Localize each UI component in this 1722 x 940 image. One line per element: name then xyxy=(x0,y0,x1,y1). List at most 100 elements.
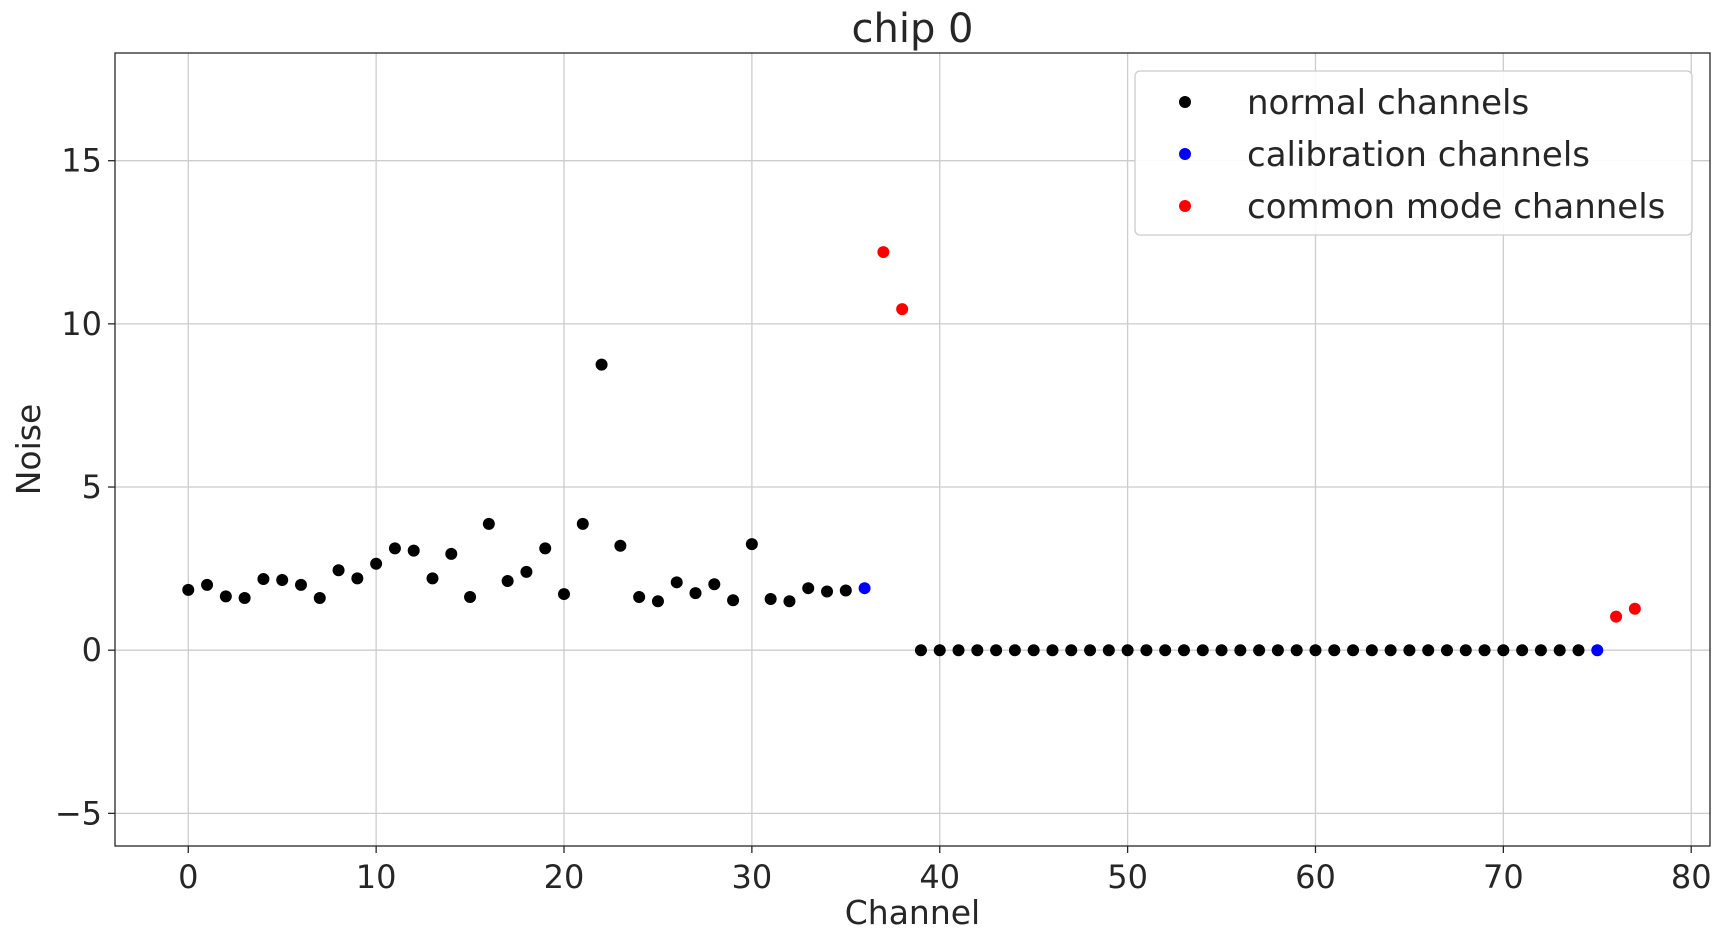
data-point xyxy=(1234,644,1247,657)
data-point xyxy=(1196,644,1209,657)
data-point xyxy=(651,595,664,608)
x-tick-label: 70 xyxy=(1483,858,1524,896)
x-tick-label: 30 xyxy=(732,858,773,896)
data-point xyxy=(1628,602,1641,615)
data-point xyxy=(1365,644,1378,657)
data-point xyxy=(1440,644,1453,657)
data-point xyxy=(201,578,214,591)
data-point xyxy=(1572,644,1585,657)
legend: normal channels calibration channels commo… xyxy=(1134,70,1693,236)
axis-ticks: 0 10 20 30 40 50 60 70 80 −5 0 5 10 15 xyxy=(55,142,1712,896)
data-point xyxy=(1271,644,1284,657)
data-point xyxy=(407,544,420,557)
data-point xyxy=(595,358,608,371)
data-point xyxy=(1610,610,1623,623)
data-point xyxy=(351,572,364,585)
data-point xyxy=(1177,644,1190,657)
data-point xyxy=(1008,644,1021,657)
data-point xyxy=(914,644,927,657)
data-point xyxy=(614,539,627,552)
data-point xyxy=(821,585,834,598)
data-point xyxy=(1159,644,1172,657)
data-point xyxy=(802,582,815,595)
data-point xyxy=(1215,644,1228,657)
data-point xyxy=(1121,644,1134,657)
data-point xyxy=(877,246,890,259)
data-point xyxy=(933,644,946,657)
data-point xyxy=(482,517,495,530)
data-point xyxy=(576,517,589,530)
series-normal-channels xyxy=(182,358,1585,657)
data-point xyxy=(370,557,383,570)
data-point xyxy=(276,574,289,587)
data-point xyxy=(990,644,1003,657)
data-point xyxy=(689,587,702,600)
plot-area xyxy=(114,52,1711,847)
legend-label: common mode channels xyxy=(1247,187,1665,227)
y-tick-label: 10 xyxy=(61,305,102,343)
data-point xyxy=(783,595,796,608)
x-tick-label: 20 xyxy=(544,858,585,896)
data-point xyxy=(633,591,646,604)
legend-label: normal channels xyxy=(1247,83,1529,123)
y-tick-label: 15 xyxy=(61,142,102,180)
data-point xyxy=(1497,644,1510,657)
data-point xyxy=(1253,644,1266,657)
data-point xyxy=(1046,644,1059,657)
data-point xyxy=(1403,644,1416,657)
data-point xyxy=(558,588,571,601)
data-point xyxy=(257,573,270,586)
x-tick-label: 80 xyxy=(1671,858,1712,896)
legend-entry: common mode channels xyxy=(1179,187,1665,227)
data-point xyxy=(839,584,852,597)
data-point xyxy=(182,583,195,596)
data-point xyxy=(1553,644,1566,657)
data-point xyxy=(539,542,552,555)
data-point xyxy=(1347,644,1360,657)
data-point xyxy=(313,591,326,604)
data-point xyxy=(219,590,232,603)
x-tick-label: 10 xyxy=(356,858,397,896)
data-point xyxy=(1140,644,1153,657)
data-point xyxy=(1384,644,1397,657)
data-point xyxy=(952,644,965,657)
data-point xyxy=(464,591,477,604)
x-tick-label: 0 xyxy=(178,858,198,896)
data-point xyxy=(294,578,307,591)
data-point xyxy=(1084,644,1097,657)
data-point xyxy=(1591,644,1604,657)
data-point xyxy=(238,591,251,604)
x-tick-label: 60 xyxy=(1295,858,1336,896)
chart-title: chip 0 xyxy=(851,6,973,52)
series-calibration-channels xyxy=(858,582,1604,657)
data-point xyxy=(896,303,909,316)
y-tick-label: 0 xyxy=(82,631,102,669)
data-point xyxy=(520,565,533,578)
y-tick-label: 5 xyxy=(82,468,102,506)
legend-label: calibration channels xyxy=(1247,135,1590,175)
data-point xyxy=(858,582,871,595)
data-point xyxy=(764,592,777,605)
data-point xyxy=(501,575,514,588)
y-axis-title: Noise xyxy=(9,404,48,496)
legend-marker xyxy=(1179,200,1191,212)
legend-entry: normal channels xyxy=(1179,83,1529,123)
data-point xyxy=(332,564,345,577)
data-points xyxy=(182,246,1641,657)
data-point xyxy=(1534,644,1547,657)
legend-entry: calibration channels xyxy=(1179,135,1590,175)
legend-marker xyxy=(1179,96,1191,108)
data-point xyxy=(388,542,401,555)
data-point xyxy=(1102,644,1115,657)
data-point xyxy=(708,578,721,591)
data-point xyxy=(426,572,439,585)
data-point xyxy=(971,644,984,657)
data-point xyxy=(1422,644,1435,657)
data-point xyxy=(1027,644,1040,657)
series-common-mode-channels xyxy=(877,246,1641,623)
x-axis-title: Channel xyxy=(845,893,980,932)
data-point xyxy=(445,547,458,560)
x-tick-label: 40 xyxy=(919,858,960,896)
legend-box xyxy=(1134,70,1693,236)
